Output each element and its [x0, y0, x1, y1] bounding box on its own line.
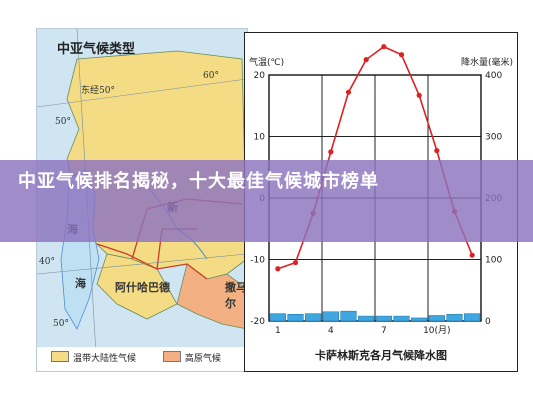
precip-bar [287, 313, 304, 322]
chart-title: 卡萨林斯克各月气候降水图 [315, 348, 447, 362]
y-left-tick: -20 [250, 317, 265, 327]
legend-label-temperate: 温带大陆性气候 [73, 354, 137, 364]
temp-point [416, 92, 422, 98]
x-tick-label: 10(月) [423, 325, 450, 336]
y-right-label: 降水量(毫米) [461, 56, 513, 68]
map-title: 中亚气候类型 [57, 42, 136, 57]
map-land-plateau-1 [176, 263, 247, 330]
precip-bar [358, 315, 375, 322]
title-banner: 中亚气候排名揭秘，十大最佳气候城市榜单 [0, 160, 533, 242]
legend-swatch-plateau [162, 351, 181, 362]
precip-bar [428, 315, 445, 322]
place-samarkand: 撒马尔 [225, 281, 247, 310]
x-tick-label: 1 [275, 326, 281, 336]
temp-point [381, 44, 387, 50]
legend-label-plateau: 高原气候 [184, 354, 221, 364]
y-left-tick: 10 [254, 133, 266, 143]
y-right-tick: 100 [485, 256, 502, 266]
lat-label-50: 50° [55, 117, 71, 127]
map-legend: 温带大陆性气候 高原气候 [51, 351, 221, 364]
lat-label-50b: 50° [53, 319, 69, 329]
lat-label-40: 40° [39, 257, 55, 267]
lat-label-60: 60° [203, 71, 219, 81]
precip-bar [393, 315, 410, 322]
legend-swatch-temperate [51, 351, 69, 362]
precip-bar [446, 313, 463, 322]
precip-bar [411, 317, 428, 322]
place-sea: 海 [75, 277, 86, 290]
temp-point [275, 266, 281, 272]
x-tick-label: 4 [328, 326, 334, 336]
y-right-tick: 400 [485, 71, 502, 81]
temp-point [363, 57, 369, 63]
map-land-plateau-2 [96, 253, 178, 320]
precip-bar [322, 311, 339, 322]
precip-bar [340, 310, 357, 322]
precip-bar [375, 315, 392, 322]
place-ashgabat: 阿什哈巴德 [115, 281, 170, 294]
y-left-tick: -10 [250, 256, 265, 266]
temp-point [434, 148, 440, 154]
temp-point [328, 149, 334, 155]
temp-point [292, 259, 299, 266]
x-tick-label: 7 [381, 326, 387, 336]
precip-bar [464, 313, 481, 322]
temp-point [469, 252, 475, 258]
lon-label-50: 东经50° [81, 86, 115, 96]
y-left-tick: 20 [254, 71, 266, 81]
y-right-tick: 300 [485, 133, 502, 143]
temp-point [398, 52, 405, 58]
precip-bar [305, 313, 322, 322]
y-left-label: 气温(℃) [249, 56, 284, 68]
banner-title: 中亚气候排名揭秘，十大最佳气候城市榜单 [18, 171, 379, 192]
y-right-tick: 0 [485, 317, 491, 327]
temp-point [345, 89, 352, 95]
chart-svg: 气温(℃)降水量(毫米)20400103000200-10100-2001471… [249, 44, 513, 362]
precip-bar [269, 313, 286, 322]
